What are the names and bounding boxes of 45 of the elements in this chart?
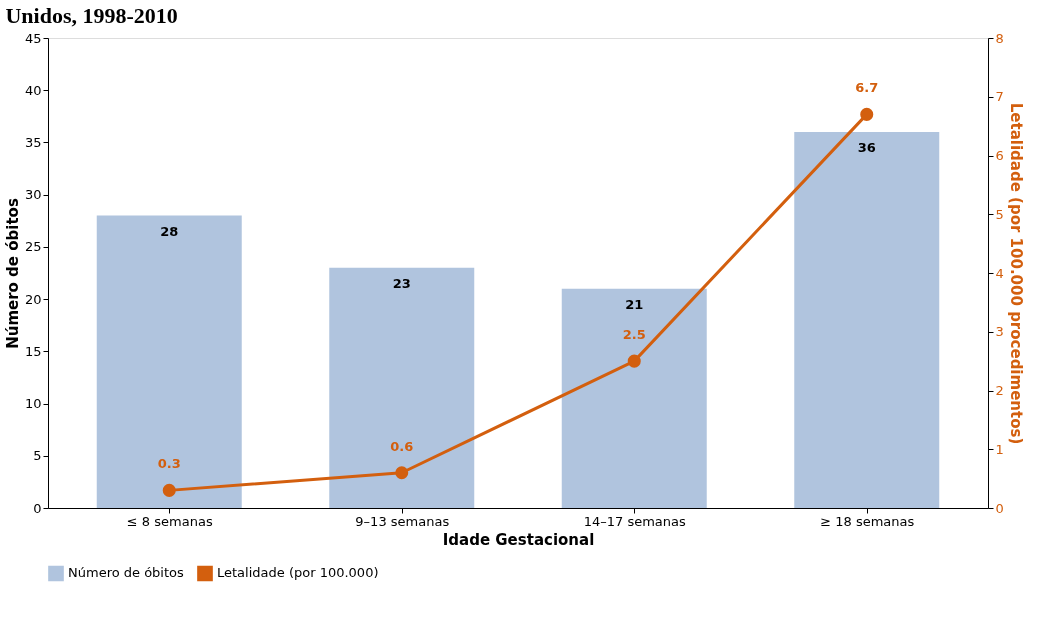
bar: [561, 288, 707, 508]
point: [860, 107, 874, 121]
point: [162, 483, 176, 497]
bar: [96, 215, 242, 508]
y-tick-label: 0: [33, 500, 42, 516]
point: [627, 354, 641, 368]
data-label: 2.5: [622, 327, 646, 343]
y-tick-label: 10: [24, 396, 42, 412]
y2-tick-label: 5: [995, 206, 1004, 222]
y-tick-label: 30: [24, 187, 42, 203]
y-tick-label: 15: [24, 343, 42, 359]
bar: [329, 267, 475, 508]
y-tick-label: 35: [24, 134, 42, 150]
data-label: 23: [392, 275, 411, 291]
y2-tick-label: 2: [995, 383, 1004, 398]
legend-label: Letalidade (por 100.000): [217, 565, 379, 581]
y2-tick-label: 7: [995, 89, 1004, 105]
y2-tick-label: 1: [995, 441, 1004, 457]
y2-tick-label: 8: [995, 30, 1004, 46]
data-label: 6.7: [855, 80, 879, 96]
point: [395, 466, 409, 480]
y-tick-label: 5: [33, 448, 42, 464]
x-tick-label: ≤ 8 semanas: [126, 513, 213, 529]
y-tick-label: 20: [24, 291, 42, 307]
data-label: 28: [160, 223, 179, 239]
data-label: 21: [625, 296, 644, 312]
data-label: 0.3: [157, 456, 181, 472]
x-tick-label: ≥ 18 semanas: [820, 513, 915, 529]
y2-tick-label: 3: [995, 324, 1004, 340]
legend-label: Número de óbitos: [68, 565, 185, 581]
bar: [794, 132, 940, 508]
y-tick-label: 45: [24, 30, 42, 46]
y2-tick-label: 4: [995, 265, 1004, 281]
y-axis-title: Número de óbitos: [3, 198, 22, 349]
y-tick-label: 40: [24, 82, 42, 98]
x-tick-label: 14–17 semanas: [583, 513, 687, 529]
y-tick-label: 25: [24, 239, 42, 255]
y2-tick-label: 0: [995, 500, 1004, 516]
x-tick-label: 9–13 semanas: [355, 513, 450, 529]
chart-title: Unidos, 1998-2010: [5, 3, 178, 28]
data-label: 0.6: [390, 438, 414, 454]
data-label: 36: [857, 140, 876, 155]
y2-axis-title: Letalidade (por 100.000 procedimentos): [1006, 102, 1025, 445]
y2-tick-label: 6: [995, 148, 1004, 163]
x-axis-title: Idade Gestacional: [442, 530, 595, 549]
